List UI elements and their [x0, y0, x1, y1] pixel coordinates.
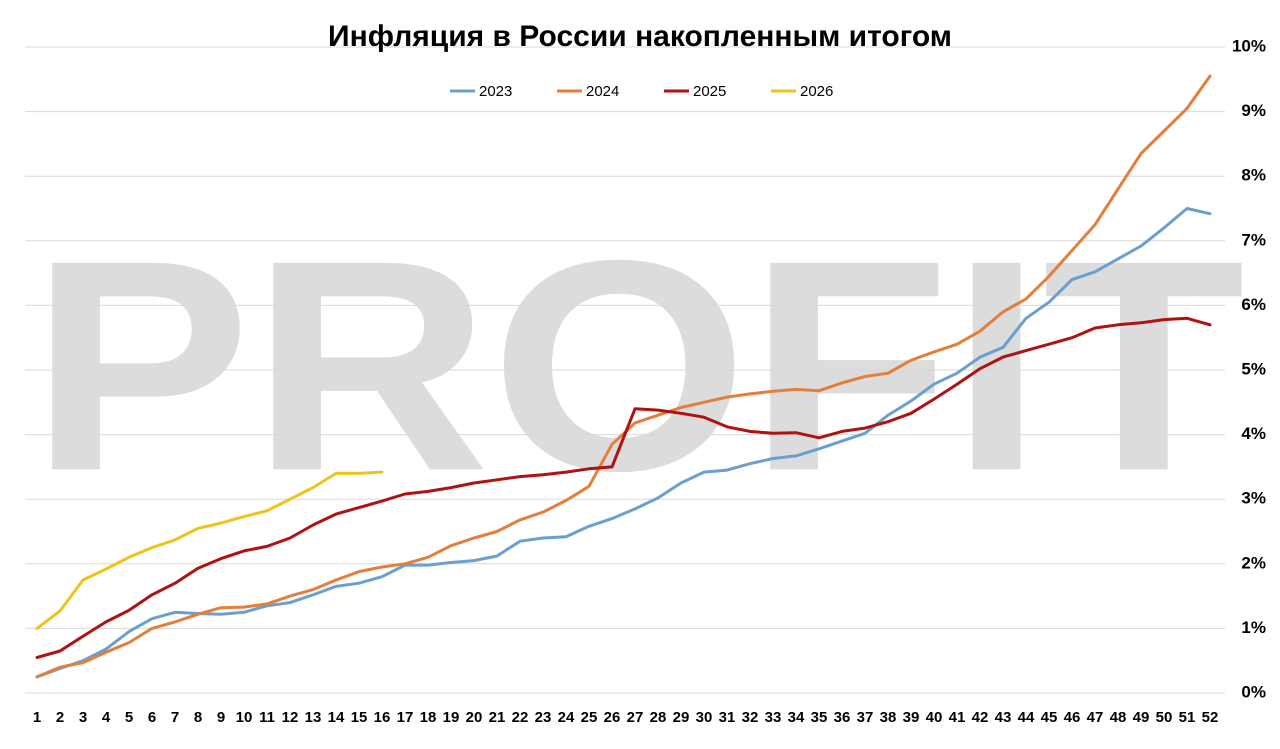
x-tick-label: 22 [512, 709, 529, 726]
x-tick-label: 37 [857, 709, 874, 726]
x-tick-label: 28 [650, 709, 667, 726]
x-tick-label: 36 [834, 709, 851, 726]
y-tick-label: 2% [1241, 553, 1266, 572]
x-tick-label: 6 [148, 709, 156, 726]
x-tick-label: 51 [1179, 709, 1196, 726]
chart-title: Инфляция в России накопленным итогом [328, 20, 952, 53]
x-tick-label: 7 [171, 709, 179, 726]
x-tick-label: 33 [765, 709, 782, 726]
series-line [35, 470, 384, 630]
x-tick-label: 52 [1202, 709, 1219, 726]
x-tick-label: 31 [719, 709, 736, 726]
x-tick-label: 10 [236, 709, 253, 726]
x-tick-label: 32 [742, 709, 759, 726]
x-tick-label: 26 [604, 709, 621, 726]
watermark: PROFIT [30, 197, 1245, 533]
x-tick-label: 5 [125, 709, 133, 726]
x-tick-label: 16 [374, 709, 391, 726]
x-tick-label: 11 [259, 709, 275, 726]
legend-label: 2024 [586, 83, 619, 100]
x-tick-label: 18 [420, 709, 437, 726]
y-tick-label: 1% [1241, 618, 1266, 637]
x-tick-label: 50 [1156, 709, 1173, 726]
x-tick-label: 17 [397, 709, 414, 726]
x-tick-label: 27 [627, 709, 644, 726]
x-tick-label: 47 [1087, 709, 1104, 726]
x-tick-label: 41 [949, 709, 966, 726]
x-tick-label: 46 [1064, 709, 1081, 726]
series-line [35, 74, 1212, 679]
x-tick-label: 20 [466, 709, 483, 726]
x-tick-label: 35 [811, 709, 828, 726]
series-line [35, 207, 1212, 679]
x-tick-label: 1 [33, 709, 41, 726]
x-tick-label: 8 [194, 709, 202, 726]
x-tick-label: 13 [305, 709, 322, 726]
x-tick-label: 25 [581, 709, 598, 726]
x-tick-label: 43 [995, 709, 1012, 726]
x-tick-label: 9 [217, 709, 225, 726]
x-tick-label: 29 [673, 709, 690, 726]
x-tick-label: 49 [1133, 709, 1150, 726]
x-tick-label: 23 [535, 709, 552, 726]
x-tick-label: 3 [79, 709, 87, 726]
x-tick-label: 15 [351, 709, 368, 726]
x-tick-label: 14 [328, 709, 345, 726]
x-tick-label: 24 [558, 709, 575, 726]
y-tick-label: 8% [1241, 166, 1266, 185]
x-tick-label: 30 [696, 709, 713, 726]
y-tick-label: 5% [1241, 359, 1266, 378]
x-tick-label: 42 [972, 709, 989, 726]
legend-label: 2023 [479, 83, 512, 100]
x-tick-label: 2 [56, 709, 64, 726]
x-tick-label: 48 [1110, 709, 1127, 726]
y-tick-label: 9% [1241, 101, 1266, 120]
x-tick-label: 12 [282, 709, 299, 726]
series-line [35, 316, 1212, 659]
x-tick-label: 21 [489, 709, 506, 726]
x-tick-label: 45 [1041, 709, 1058, 726]
y-tick-label: 3% [1241, 489, 1266, 508]
x-tick-label: 19 [443, 709, 460, 726]
legend-label: 2025 [693, 83, 726, 100]
x-tick-label: 4 [102, 709, 111, 726]
x-tick-label: 39 [903, 709, 920, 726]
y-tick-label: 6% [1241, 295, 1266, 314]
y-tick-label: 10% [1232, 36, 1266, 55]
x-tick-label: 40 [926, 709, 943, 726]
y-tick-label: 4% [1241, 424, 1266, 443]
y-tick-label: 0% [1241, 682, 1266, 701]
x-tick-label: 38 [880, 709, 897, 726]
x-tick-label: 34 [788, 709, 805, 726]
x-tick-label: 44 [1018, 709, 1035, 726]
y-tick-label: 7% [1241, 230, 1266, 249]
legend-label: 2026 [800, 83, 833, 100]
